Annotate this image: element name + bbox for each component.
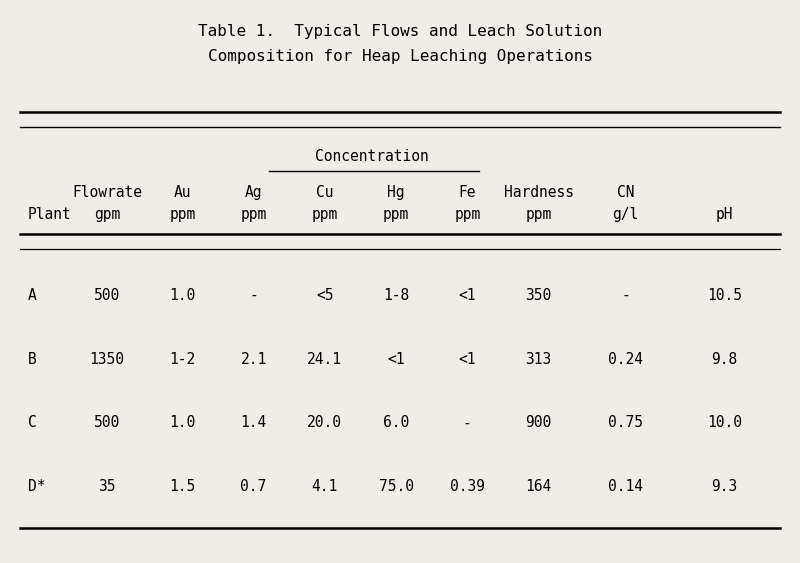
- Text: 0.7: 0.7: [241, 479, 266, 494]
- Text: Composition for Heap Leaching Operations: Composition for Heap Leaching Operations: [207, 48, 593, 64]
- Text: 2.1: 2.1: [241, 352, 266, 367]
- Text: -: -: [249, 288, 258, 303]
- Text: 1.0: 1.0: [169, 415, 195, 431]
- Text: 20.0: 20.0: [307, 415, 342, 431]
- Text: 10.5: 10.5: [707, 288, 742, 303]
- Text: ppm: ppm: [383, 207, 409, 222]
- Text: 9.3: 9.3: [711, 479, 738, 494]
- Text: CN: CN: [617, 185, 634, 200]
- Text: Cu: Cu: [316, 185, 334, 200]
- Text: 0.14: 0.14: [608, 479, 643, 494]
- Text: 1350: 1350: [90, 352, 125, 367]
- Text: 500: 500: [94, 415, 120, 431]
- Text: 164: 164: [526, 479, 552, 494]
- Text: 10.0: 10.0: [707, 415, 742, 431]
- Text: 500: 500: [94, 288, 120, 303]
- Text: 0.39: 0.39: [450, 479, 485, 494]
- Text: Table 1.  Typical Flows and Leach Solution: Table 1. Typical Flows and Leach Solutio…: [198, 24, 602, 39]
- Text: 1-2: 1-2: [169, 352, 195, 367]
- Text: 35: 35: [98, 479, 116, 494]
- Text: Plant: Plant: [28, 207, 72, 222]
- Text: Au: Au: [174, 185, 191, 200]
- Text: ppm: ppm: [454, 207, 481, 222]
- Text: Ag: Ag: [245, 185, 262, 200]
- Text: ppm: ppm: [241, 207, 266, 222]
- Text: pH: pH: [716, 207, 734, 222]
- Text: 1-8: 1-8: [383, 288, 409, 303]
- Text: <5: <5: [316, 288, 334, 303]
- Text: 6.0: 6.0: [383, 415, 409, 431]
- Text: 1.5: 1.5: [169, 479, 195, 494]
- Text: A: A: [28, 288, 37, 303]
- Text: 0.24: 0.24: [608, 352, 643, 367]
- Text: 0.75: 0.75: [608, 415, 643, 431]
- Text: ppm: ppm: [169, 207, 195, 222]
- Text: Hg: Hg: [387, 185, 405, 200]
- Text: 75.0: 75.0: [378, 479, 414, 494]
- Text: -: -: [622, 288, 630, 303]
- Text: 9.8: 9.8: [711, 352, 738, 367]
- Text: <1: <1: [387, 352, 405, 367]
- Text: C: C: [28, 415, 37, 431]
- Text: ppm: ppm: [526, 207, 552, 222]
- Text: ppm: ppm: [312, 207, 338, 222]
- Text: gpm: gpm: [94, 207, 120, 222]
- Text: -: -: [463, 415, 472, 431]
- Text: 24.1: 24.1: [307, 352, 342, 367]
- Text: <1: <1: [458, 352, 476, 367]
- Text: Hardness: Hardness: [503, 185, 574, 200]
- Text: 1.4: 1.4: [241, 415, 266, 431]
- Text: B: B: [28, 352, 37, 367]
- Text: 4.1: 4.1: [312, 479, 338, 494]
- Text: g/l: g/l: [613, 207, 638, 222]
- Text: 1.0: 1.0: [169, 288, 195, 303]
- Text: <1: <1: [458, 288, 476, 303]
- Text: Concentration: Concentration: [315, 149, 429, 164]
- Text: 313: 313: [526, 352, 552, 367]
- Text: Flowrate: Flowrate: [72, 185, 142, 200]
- Text: 350: 350: [526, 288, 552, 303]
- Text: Fe: Fe: [458, 185, 476, 200]
- Text: D*: D*: [28, 479, 46, 494]
- Text: 900: 900: [526, 415, 552, 431]
